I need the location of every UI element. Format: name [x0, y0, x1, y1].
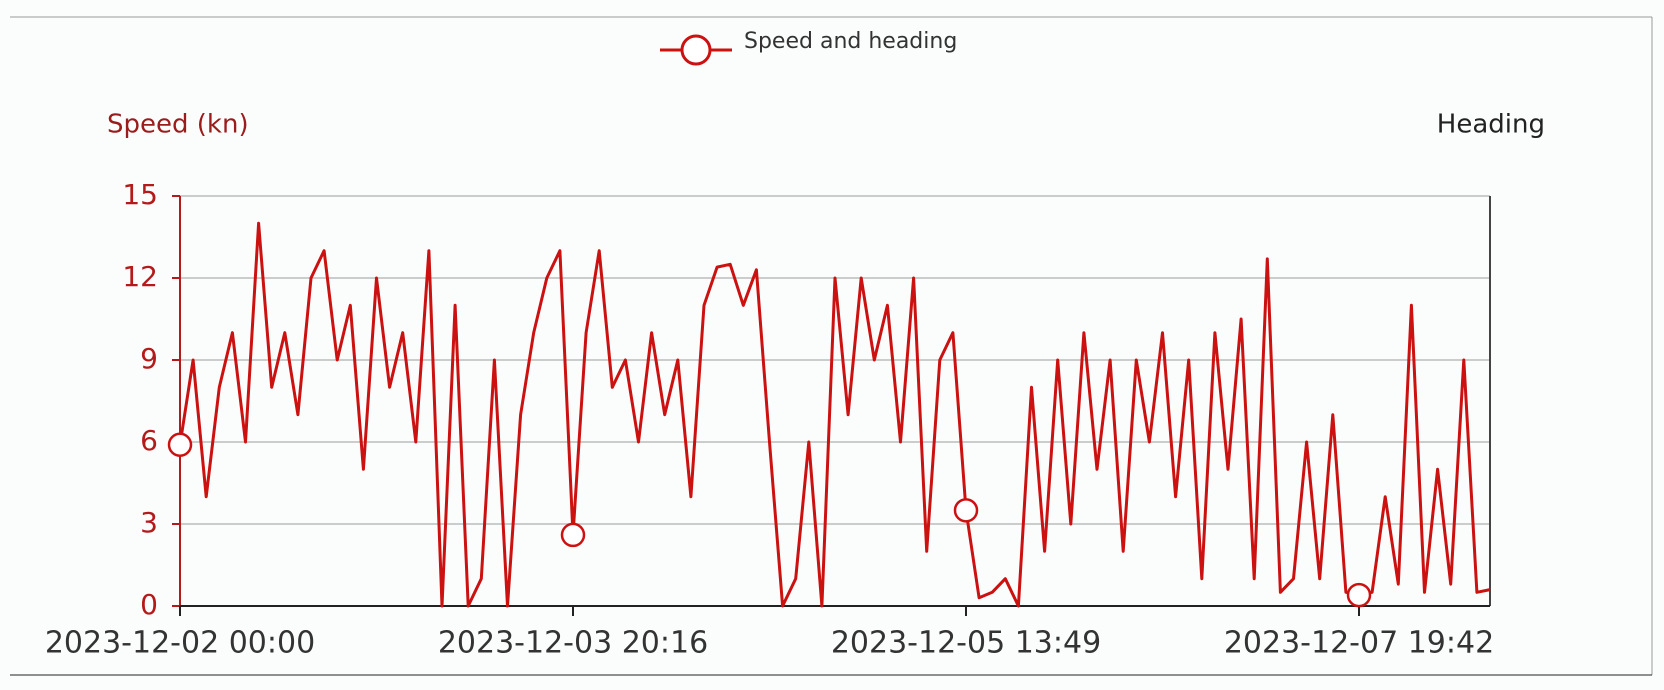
- point-symbol: [560, 522, 586, 548]
- point-symbol: [1346, 582, 1372, 608]
- speed-line: [178, 221, 1491, 608]
- legend[interactable]: Speed and heading: [660, 29, 957, 66]
- y2-axis-title: Heading: [1437, 110, 1545, 140]
- x-tick-label: 2023-12-07 19:42: [1224, 626, 1494, 661]
- point-symbol: [953, 498, 979, 523]
- y-tick-label: 0: [140, 588, 158, 621]
- x-tick-label: 2023-12-05 13:49: [831, 626, 1101, 661]
- x-tick-label: 2023-12-02 00:00: [45, 626, 315, 661]
- legend-label: Speed and heading: [744, 29, 957, 54]
- y-tick-label: 6: [140, 424, 158, 457]
- y-tick-label: 12: [122, 260, 158, 293]
- y-tick-label: 15: [122, 178, 158, 211]
- point-symbol: [167, 432, 193, 457]
- y-tick-label: 9: [140, 342, 158, 375]
- x-tick-label: 2023-12-03 20:16: [438, 626, 708, 661]
- legend-symbol: [680, 34, 712, 66]
- y-axis-title: Speed (kn): [107, 110, 249, 140]
- y-tick-label: 3: [140, 506, 158, 539]
